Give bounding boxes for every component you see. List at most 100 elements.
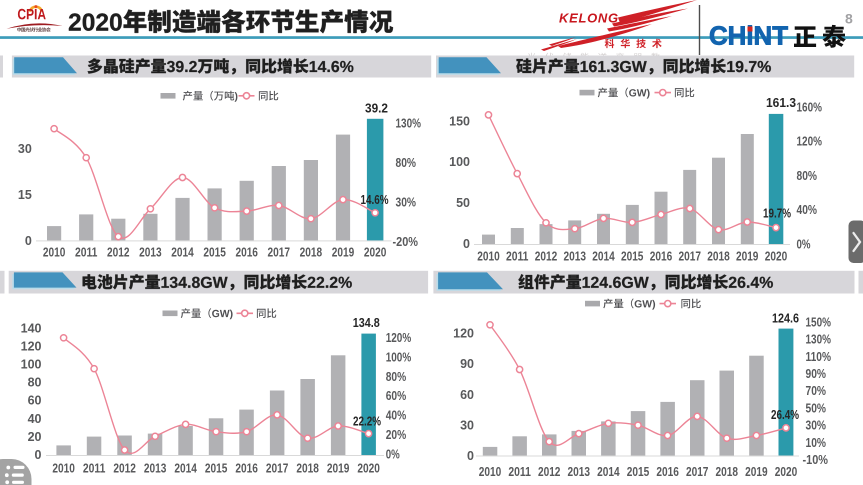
svg-text:140: 140 bbox=[21, 321, 42, 335]
svg-text:2014: 2014 bbox=[171, 246, 194, 260]
svg-text:2016: 2016 bbox=[650, 250, 673, 264]
svg-text:2020: 2020 bbox=[775, 465, 798, 479]
svg-text:2020: 2020 bbox=[364, 246, 387, 260]
svg-text:120%: 120% bbox=[797, 135, 823, 149]
svg-text:0%: 0% bbox=[797, 237, 811, 251]
svg-text:15: 15 bbox=[18, 188, 32, 202]
svg-text:2015: 2015 bbox=[627, 465, 650, 479]
svg-text:CHiNT: CHiNT bbox=[709, 21, 788, 51]
svg-text:80: 80 bbox=[28, 376, 42, 390]
svg-text:2018: 2018 bbox=[716, 465, 739, 479]
svg-text:2014: 2014 bbox=[174, 461, 197, 475]
svg-text:2018: 2018 bbox=[300, 246, 323, 260]
svg-text:2016: 2016 bbox=[235, 461, 258, 475]
svg-text:2015: 2015 bbox=[203, 246, 226, 260]
svg-text:2016: 2016 bbox=[656, 465, 679, 479]
svg-text:40%: 40% bbox=[797, 203, 818, 217]
svg-text:2017: 2017 bbox=[679, 250, 702, 264]
svg-text:160%: 160% bbox=[797, 101, 823, 115]
svg-text:2013: 2013 bbox=[564, 250, 587, 264]
svg-text:100%: 100% bbox=[386, 351, 412, 365]
svg-text:120: 120 bbox=[453, 327, 474, 341]
svg-text:2012: 2012 bbox=[107, 246, 130, 260]
svg-text:130%: 130% bbox=[396, 116, 422, 130]
svg-text:150: 150 bbox=[449, 114, 470, 128]
svg-text:2019: 2019 bbox=[332, 246, 355, 260]
svg-text:2011: 2011 bbox=[506, 250, 529, 264]
svg-text:2018: 2018 bbox=[296, 461, 319, 475]
svg-text:30: 30 bbox=[460, 418, 474, 432]
svg-text:80%: 80% bbox=[797, 169, 818, 183]
svg-text:2010: 2010 bbox=[477, 250, 500, 264]
svg-text:0%: 0% bbox=[386, 447, 400, 461]
svg-text:2011: 2011 bbox=[508, 465, 531, 479]
svg-text:60: 60 bbox=[460, 388, 474, 402]
svg-text:30: 30 bbox=[18, 142, 32, 156]
svg-text:2012: 2012 bbox=[113, 461, 136, 475]
svg-text:40%: 40% bbox=[386, 409, 407, 423]
svg-text:2019: 2019 bbox=[745, 465, 768, 479]
svg-text:2013: 2013 bbox=[139, 246, 162, 260]
svg-text:2020: 2020 bbox=[765, 250, 788, 264]
svg-text:2016: 2016 bbox=[235, 246, 258, 260]
svg-text:0: 0 bbox=[25, 234, 32, 248]
svg-text:14.6%: 14.6% bbox=[361, 192, 389, 207]
svg-text:-10%: -10% bbox=[803, 453, 829, 467]
svg-text:2013: 2013 bbox=[568, 465, 591, 479]
svg-text:2010: 2010 bbox=[52, 461, 75, 475]
svg-text:134.8: 134.8 bbox=[353, 315, 380, 330]
svg-text:20%: 20% bbox=[386, 428, 407, 442]
svg-text:22.2%: 22.2% bbox=[353, 414, 381, 429]
svg-text:26.4%: 26.4% bbox=[771, 407, 799, 422]
svg-text:150%: 150% bbox=[806, 315, 832, 329]
svg-text:100: 100 bbox=[449, 155, 470, 169]
svg-text:50: 50 bbox=[456, 196, 470, 210]
svg-text:0: 0 bbox=[463, 237, 470, 251]
svg-text:100: 100 bbox=[21, 358, 42, 372]
svg-text:39.2: 39.2 bbox=[365, 100, 388, 115]
svg-text:2014: 2014 bbox=[597, 465, 620, 479]
svg-text:50%: 50% bbox=[806, 401, 827, 415]
svg-text:2017: 2017 bbox=[268, 246, 291, 260]
svg-text:2013: 2013 bbox=[144, 461, 167, 475]
svg-text:30%: 30% bbox=[396, 196, 417, 210]
svg-text:80%: 80% bbox=[396, 156, 417, 170]
svg-text:KELONG: KELONG bbox=[559, 10, 619, 25]
svg-text:2015: 2015 bbox=[205, 461, 228, 475]
svg-text:2011: 2011 bbox=[83, 461, 106, 475]
svg-text:70%: 70% bbox=[806, 384, 827, 398]
svg-text:161.3: 161.3 bbox=[766, 95, 796, 110]
svg-text:2014: 2014 bbox=[592, 250, 615, 264]
svg-text:2019: 2019 bbox=[736, 250, 759, 264]
svg-text:124.6: 124.6 bbox=[772, 311, 799, 326]
svg-text:60: 60 bbox=[28, 394, 42, 408]
svg-text:90: 90 bbox=[460, 357, 474, 371]
svg-text:120: 120 bbox=[21, 339, 42, 353]
svg-text:2010: 2010 bbox=[479, 465, 502, 479]
svg-text:10%: 10% bbox=[806, 436, 827, 450]
svg-text:2017: 2017 bbox=[686, 465, 709, 479]
svg-text:2012: 2012 bbox=[538, 465, 561, 479]
svg-text:80%: 80% bbox=[386, 370, 407, 384]
svg-text:0: 0 bbox=[467, 449, 474, 463]
svg-text:90%: 90% bbox=[806, 367, 827, 381]
svg-text:110%: 110% bbox=[806, 350, 832, 364]
svg-text:120%: 120% bbox=[386, 331, 412, 345]
svg-text:2015: 2015 bbox=[621, 250, 644, 264]
svg-text:20: 20 bbox=[28, 430, 42, 444]
svg-text:2020: 2020 bbox=[357, 461, 380, 475]
svg-text:2017: 2017 bbox=[266, 461, 289, 475]
svg-text:2010: 2010 bbox=[43, 246, 66, 260]
svg-text:40: 40 bbox=[28, 412, 42, 426]
svg-text:19.7%: 19.7% bbox=[763, 205, 791, 220]
svg-text:-20%: -20% bbox=[393, 235, 419, 249]
svg-text:60%: 60% bbox=[386, 389, 407, 403]
svg-text:2019: 2019 bbox=[327, 461, 350, 475]
svg-text:130%: 130% bbox=[806, 333, 832, 347]
svg-text:8: 8 bbox=[845, 11, 853, 27]
svg-text:0: 0 bbox=[35, 448, 42, 462]
svg-text:2018: 2018 bbox=[707, 250, 730, 264]
svg-text:2012: 2012 bbox=[535, 250, 558, 264]
svg-text:30%: 30% bbox=[806, 419, 827, 433]
svg-text:2011: 2011 bbox=[75, 246, 98, 260]
